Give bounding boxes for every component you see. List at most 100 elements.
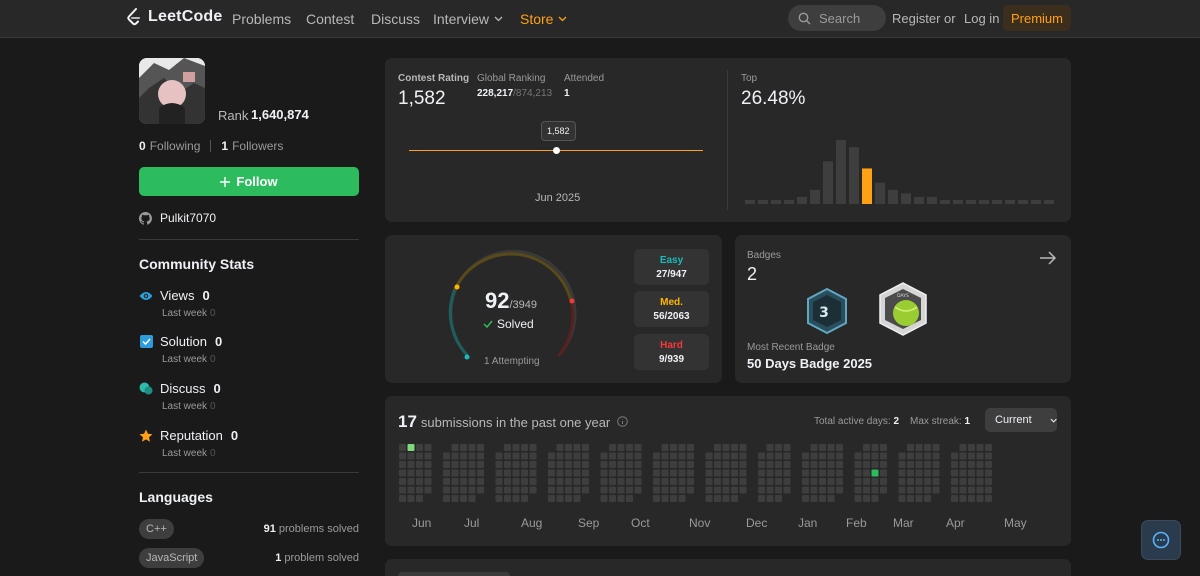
heatmap-cell[interactable] — [617, 469, 625, 477]
heatmap-cell[interactable] — [968, 486, 975, 494]
heatmap-cell[interactable] — [416, 452, 423, 460]
heatmap-cell[interactable] — [758, 495, 765, 502]
heatmap-cell[interactable] — [512, 486, 520, 494]
heatmap-cell[interactable] — [653, 469, 660, 477]
feedback-chat-button[interactable] — [1141, 520, 1181, 560]
heatmap-cell[interactable] — [775, 469, 782, 477]
heatmap-cell[interactable] — [951, 461, 958, 468]
heatmap-cell[interactable] — [416, 495, 423, 502]
heatmap-cell[interactable] — [653, 486, 660, 494]
heatmap-cell[interactable] — [819, 469, 826, 477]
heatmap-cell[interactable] — [907, 452, 914, 460]
heatmap-cell[interactable] — [521, 469, 528, 477]
register-link[interactable]: Register — [892, 11, 941, 26]
followers-label[interactable]: Followers — [232, 139, 284, 153]
heatmap-cell[interactable] — [907, 495, 914, 502]
heatmap-cell[interactable] — [924, 444, 931, 451]
heatmap-cell[interactable] — [968, 478, 975, 485]
heatmap-cell[interactable] — [634, 469, 642, 477]
heatmap-cell[interactable] — [802, 495, 809, 502]
heatmap-cell[interactable] — [407, 495, 415, 502]
heatmap-cell[interactable] — [766, 452, 774, 460]
heatmap-cell[interactable] — [600, 461, 608, 468]
heatmap-cell[interactable] — [714, 444, 721, 451]
heatmap-cell[interactable] — [687, 469, 694, 477]
histogram-bar[interactable] — [810, 189, 820, 204]
heatmap-cell[interactable] — [766, 495, 774, 502]
heatmap-cell[interactable] — [863, 495, 870, 502]
histogram-bar[interactable] — [849, 147, 859, 204]
heatmap-cell[interactable] — [959, 495, 967, 502]
heatmap-cell[interactable] — [968, 444, 975, 451]
heatmap-cell[interactable] — [810, 444, 818, 451]
heatmap-cell[interactable] — [670, 444, 677, 451]
heatmap-cell[interactable] — [600, 486, 608, 494]
heatmap-cell[interactable] — [915, 444, 923, 451]
heatmap-cell[interactable] — [863, 486, 870, 494]
heatmap-cell[interactable] — [714, 486, 721, 494]
heatmap-cell[interactable] — [416, 486, 423, 494]
heatmap-cell[interactable] — [758, 452, 765, 460]
heatmap-cell[interactable] — [573, 461, 581, 468]
heatmap-cell[interactable] — [504, 478, 511, 485]
badge-3-icon[interactable]: 3 — [805, 287, 849, 335]
heatmap-cell[interactable] — [424, 461, 432, 468]
heatmap-cell[interactable] — [634, 461, 642, 468]
heatmap-cell[interactable] — [521, 495, 528, 502]
heatmap-cell[interactable] — [582, 461, 589, 468]
heatmap-cell[interactable] — [775, 452, 782, 460]
heatmap-cell[interactable] — [731, 461, 738, 468]
tab-placeholder[interactable] — [398, 572, 510, 576]
heatmap-cell[interactable] — [783, 444, 791, 451]
heatmap-cell[interactable] — [880, 478, 887, 485]
heatmap-cell[interactable] — [951, 495, 958, 502]
heatmap-cell[interactable] — [739, 469, 747, 477]
heatmap-cell[interactable] — [836, 461, 843, 468]
heatmap-cell[interactable] — [976, 486, 984, 494]
heatmap-cell[interactable] — [626, 444, 633, 451]
heatmap-cell[interactable] — [521, 486, 528, 494]
heatmap-cell[interactable] — [565, 452, 572, 460]
heatmap-cell[interactable] — [802, 461, 809, 468]
nav-contest[interactable]: Contest — [306, 11, 355, 27]
heatmap-cell[interactable] — [827, 495, 835, 502]
heatmap-cell[interactable] — [661, 452, 669, 460]
heatmap-cell[interactable] — [819, 452, 826, 460]
heatmap-cell[interactable] — [556, 461, 564, 468]
heatmap-cell[interactable] — [932, 486, 940, 494]
heatmap-cell[interactable] — [924, 486, 931, 494]
heatmap-cell[interactable] — [477, 486, 484, 494]
heatmap-cell[interactable] — [521, 452, 528, 460]
heatmap-cell[interactable] — [556, 444, 564, 451]
heatmap-cell[interactable] — [582, 452, 589, 460]
heatmap-cell[interactable] — [985, 461, 992, 468]
heatmap-cell[interactable] — [985, 452, 992, 460]
heatmap-cell[interactable] — [548, 486, 555, 494]
heatmap-cell[interactable] — [443, 469, 450, 477]
heatmap-cell[interactable] — [731, 469, 738, 477]
heatmap-cell[interactable] — [976, 469, 984, 477]
heatmap-cell[interactable] — [932, 444, 940, 451]
heatmap-cell[interactable] — [758, 486, 765, 494]
heatmap-cell[interactable] — [819, 495, 826, 502]
heatmap-cell[interactable] — [871, 452, 879, 460]
heatmap-cell[interactable] — [609, 452, 616, 460]
heatmap-cell[interactable] — [951, 469, 958, 477]
heatmap-cell[interactable] — [871, 486, 879, 494]
heatmap-cell[interactable] — [907, 478, 914, 485]
heatmap-cell[interactable] — [661, 495, 669, 502]
histogram-bar[interactable] — [1018, 200, 1028, 204]
heatmap-cell[interactable] — [951, 486, 958, 494]
heatmap-cell[interactable] — [810, 461, 818, 468]
badge-50-days-icon[interactable]: DAYS — [876, 281, 930, 339]
heatmap-cell[interactable] — [783, 461, 791, 468]
heatmap-cell[interactable] — [451, 486, 459, 494]
heatmap-cell[interactable] — [959, 444, 967, 451]
heatmap-cell[interactable] — [722, 452, 730, 460]
nav-store[interactable]: Store — [520, 11, 567, 27]
heatmap-cell[interactable] — [521, 478, 528, 485]
heatmap-cell[interactable] — [600, 452, 608, 460]
heatmap-cell[interactable] — [468, 495, 476, 502]
following-label[interactable]: Following — [149, 139, 201, 153]
heatmap-cell[interactable] — [907, 469, 914, 477]
